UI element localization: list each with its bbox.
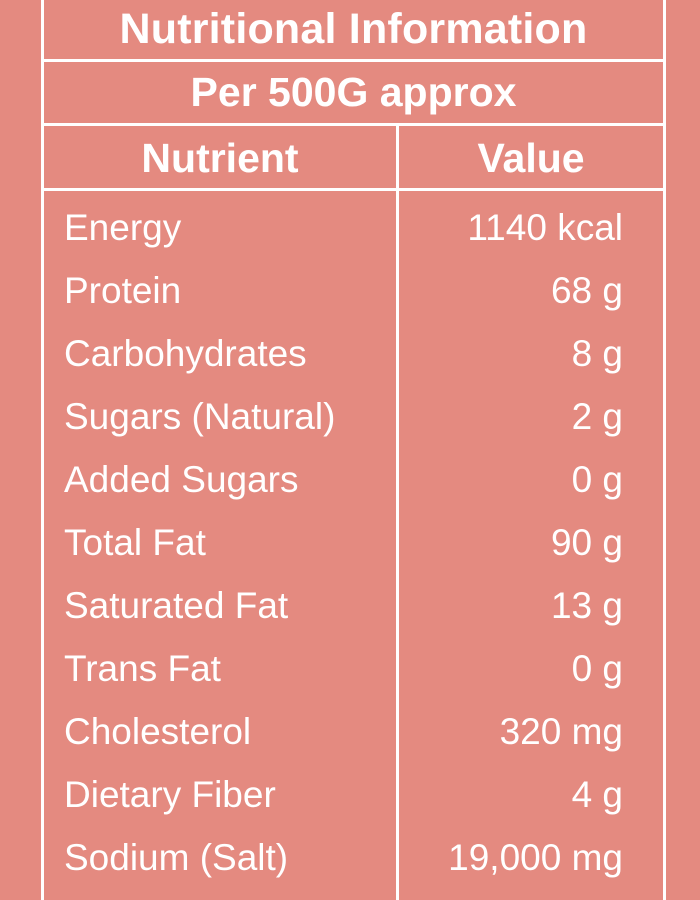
nutrient-name: Carbohydrates <box>64 333 307 374</box>
table-row: Protein 68 g <box>44 259 663 322</box>
nutrient-rows: Energy 1140 kcal Protein 68 g Carbohydra… <box>44 196 663 889</box>
nutrient-value: 8 g <box>571 333 623 374</box>
nutrient-name: Saturated Fat <box>64 585 289 626</box>
nutrient-name: Energy <box>64 207 182 248</box>
divider-below-title <box>41 59 666 62</box>
nutrient-value: 0 g <box>571 648 623 689</box>
nutrient-value: 90 g <box>550 522 623 563</box>
table-row: Trans Fat 0 g <box>44 637 663 700</box>
nutrient-name: Sugars (Natural) <box>64 396 336 437</box>
column-header-nutrient: Nutrient <box>141 134 299 181</box>
nutrient-name: Cholesterol <box>64 711 252 752</box>
divider-below-header <box>41 188 666 191</box>
nutrient-name: Dietary Fiber <box>64 774 276 815</box>
column-header-value: Value <box>477 134 585 181</box>
nutrient-value: 13 g <box>550 585 623 626</box>
nutrient-value: 4 g <box>571 774 623 815</box>
nutrient-name: Total Fat <box>64 522 206 563</box>
nutrient-value: 1140 kcal <box>467 207 623 248</box>
column-divider <box>396 125 399 900</box>
table-row: Saturated Fat 13 g <box>44 574 663 637</box>
nutrient-name: Added Sugars <box>64 459 299 500</box>
table-row: Total Fat 90 g <box>44 511 663 574</box>
table-row: Sugars (Natural) 2 g <box>44 385 663 448</box>
table-row: Sodium (Salt) 19,000 mg <box>44 826 663 889</box>
nutrient-value: 2 g <box>571 396 623 437</box>
table-subtitle: Per 500G approx <box>190 69 517 115</box>
table-row: Carbohydrates 8 g <box>44 322 663 385</box>
table-row: Energy 1140 kcal <box>44 196 663 259</box>
table-title: Nutritional Information <box>119 5 588 53</box>
table-row: Dietary Fiber 4 g <box>44 763 663 826</box>
nutrient-value: 19,000 mg <box>448 837 623 878</box>
table-row: Added Sugars 0 g <box>44 448 663 511</box>
nutrient-value: 320 mg <box>499 711 623 752</box>
table-border-right <box>663 0 666 900</box>
nutrient-value: 68 g <box>550 270 623 311</box>
nutrient-name: Sodium (Salt) <box>64 837 289 878</box>
table-row: Cholesterol 320 mg <box>44 700 663 763</box>
nutrient-value: 0 g <box>571 459 623 500</box>
nutrient-name: Protein <box>64 270 182 311</box>
nutrient-name: Trans Fat <box>64 648 221 689</box>
divider-below-subtitle <box>41 123 666 126</box>
table-border-left <box>41 0 44 900</box>
